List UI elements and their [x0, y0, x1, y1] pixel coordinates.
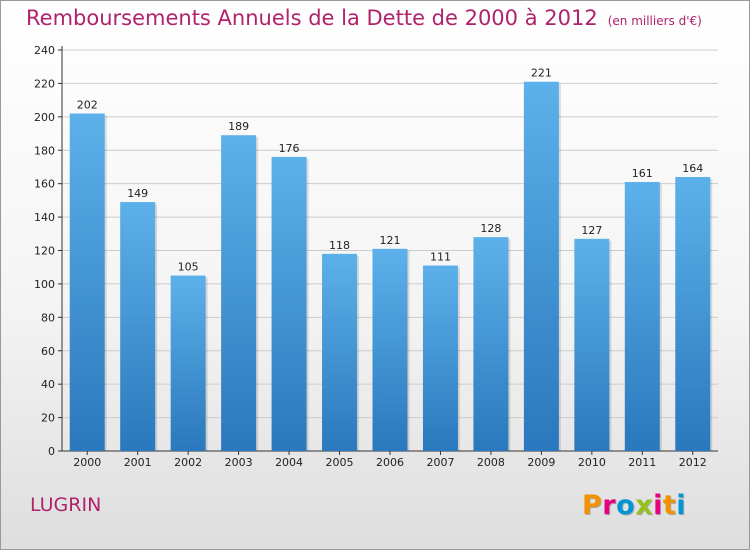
x-tick-label-2003: 2003: [225, 456, 253, 469]
bar-2003: [221, 135, 257, 451]
bars: [69, 81, 713, 451]
title-text: Remboursements Annuels de la Dette de 20…: [26, 6, 598, 30]
bar-2002: [170, 275, 206, 451]
labels: 202 149 105 189 176 118 121 111 128 221 127 161 164: [77, 67, 704, 274]
x-tick-label-2002: 2002: [174, 456, 202, 469]
bar-2008: [473, 237, 509, 451]
y-tick-label: 40: [41, 378, 55, 391]
x-tick-label-2005: 2005: [326, 456, 354, 469]
brand-letter: i: [653, 490, 663, 521]
bar-2011: [624, 181, 660, 451]
x-tick-label-2009: 2009: [527, 456, 555, 469]
data-label-2010: 127: [581, 224, 602, 237]
x-tick-label-2011: 2011: [628, 456, 656, 469]
bar-2009: [523, 81, 559, 451]
data-label-2000: 202: [77, 98, 98, 111]
data-label-2009: 221: [531, 67, 552, 80]
y-tick-label: 160: [34, 178, 55, 191]
data-label-2008: 128: [480, 222, 501, 235]
data-label-2012: 164: [682, 162, 703, 175]
data-label-2004: 176: [279, 142, 300, 155]
data-label-2006: 121: [380, 234, 401, 247]
bar-2010: [574, 238, 610, 451]
y-tick-label: 120: [34, 245, 55, 258]
brand-letter: P: [582, 490, 603, 521]
y-tick-label: 80: [41, 311, 55, 324]
bar-2000: [69, 113, 105, 451]
y-tick-label: 220: [34, 77, 55, 90]
y-tick-label: 200: [34, 111, 55, 124]
bar-2006: [372, 248, 408, 451]
x-tick-label-2012: 2012: [679, 456, 707, 469]
x-tick-label-2010: 2010: [578, 456, 606, 469]
x-tick-label-2006: 2006: [376, 456, 404, 469]
x-tick-label-2001: 2001: [124, 456, 152, 469]
y-tick-label: 60: [41, 345, 55, 358]
data-label-2011: 161: [632, 167, 653, 180]
bar-2012: [675, 176, 711, 451]
data-label-2003: 189: [228, 120, 249, 133]
y-tick-label: 240: [34, 44, 55, 57]
brand-letter: o: [616, 490, 636, 521]
x-tick-label-2007: 2007: [426, 456, 454, 469]
brand-logo: Proxiti: [582, 490, 686, 521]
y-tick-label: 0: [48, 445, 55, 458]
data-label-2002: 105: [178, 261, 199, 274]
bar-2007: [422, 265, 458, 451]
y-tick-label: 100: [34, 278, 55, 291]
bar-2001: [120, 202, 156, 451]
data-label-2001: 149: [127, 187, 148, 200]
y-tick-label: 180: [34, 144, 55, 157]
brand-letter: r: [602, 490, 617, 521]
data-label-2005: 118: [329, 239, 350, 252]
brand-letter: t: [662, 490, 677, 521]
x-tick-label-2000: 2000: [73, 456, 101, 469]
y-tick-label: 20: [41, 412, 55, 425]
bar-2004: [271, 156, 307, 451]
commune-name: LUGRIN: [30, 494, 102, 516]
brand-letter: x: [635, 490, 654, 521]
bar-2005: [322, 253, 358, 451]
x-tick-label-2008: 2008: [477, 456, 505, 469]
x-tick-label-2004: 2004: [275, 456, 303, 469]
title-unit: (en milliers d'€): [607, 14, 702, 28]
chart-title: Remboursements Annuels de la Dette de 20…: [26, 6, 702, 36]
brand-letter: i: [676, 490, 687, 521]
y-tick-label: 140: [34, 211, 55, 224]
data-label-2007: 111: [430, 251, 451, 264]
